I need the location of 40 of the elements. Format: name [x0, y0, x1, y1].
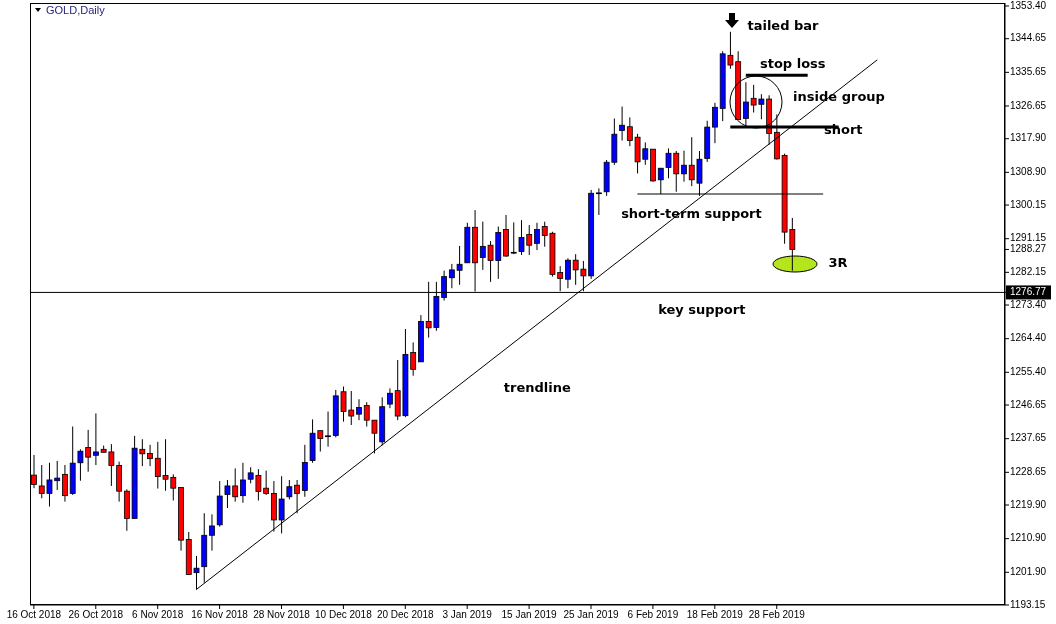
y-tick-label: 1288.27 — [1010, 243, 1047, 255]
y-tick-label: 1291.15 — [1010, 232, 1047, 244]
y-tick-label: 1317.90 — [1010, 132, 1047, 144]
y-tick-label: 1210.90 — [1010, 532, 1047, 544]
y-tick-label: 1326.65 — [1010, 99, 1047, 111]
y-tick-label: 1273.40 — [1010, 298, 1047, 310]
y-tick-label: 1237.65 — [1010, 432, 1047, 444]
y-tick-label: 1264.40 — [1010, 332, 1047, 344]
y-tick-label: 1353.40 — [1010, 0, 1047, 11]
x-tick-label: 15 Jan 2019 — [501, 609, 558, 621]
x-tick-label: 28 Feb 2019 — [748, 609, 806, 621]
chart-title: GOLD,Daily — [46, 4, 106, 16]
y-tick-label: 1300.15 — [1010, 198, 1047, 210]
annotation: tailed bar — [747, 17, 820, 33]
y-tick-label: 1255.40 — [1010, 365, 1047, 377]
ref-line-label: key support — [658, 301, 746, 317]
y-tick-label: 1282.15 — [1010, 265, 1047, 277]
x-tick-label: 6 Feb 2019 — [627, 609, 679, 621]
y-tick-label: 1308.90 — [1010, 165, 1047, 177]
x-tick-label: 6 Nov 2018 — [132, 609, 184, 621]
series-label: stop loss — [759, 55, 826, 71]
series-label: trendline — [503, 379, 572, 395]
y-tick-label: 1193.15 — [1010, 598, 1046, 610]
x-tick-label: 10 Dec 2018 — [315, 609, 373, 621]
y-tick-label: 1228.65 — [1010, 465, 1047, 477]
annotation: 3R — [828, 254, 848, 270]
y-tick-label: 1335.65 — [1010, 65, 1047, 77]
x-tick-label: 25 Jan 2019 — [563, 609, 619, 621]
x-tick-label: 3 Jan 2019 — [442, 609, 493, 621]
y-tick-label: 1219.90 — [1010, 498, 1047, 510]
y-tick-label: 1201.90 — [1010, 565, 1047, 577]
x-tick-label: 20 Dec 2018 — [376, 609, 435, 621]
x-tick-label: 16 Oct 2018 — [6, 609, 62, 621]
x-tick-label: 26 Oct 2018 — [68, 609, 124, 621]
x-tick-label: 18 Feb 2019 — [686, 609, 744, 621]
y-tick-label: 1344.65 — [1010, 32, 1047, 44]
x-tick-label: 16 Nov 2018 — [191, 609, 249, 621]
x-tick-label: 28 Nov 2018 — [253, 609, 311, 621]
y-tick-label: 1276.77 — [1010, 286, 1047, 298]
y-tick-label: 1246.65 — [1010, 398, 1047, 410]
